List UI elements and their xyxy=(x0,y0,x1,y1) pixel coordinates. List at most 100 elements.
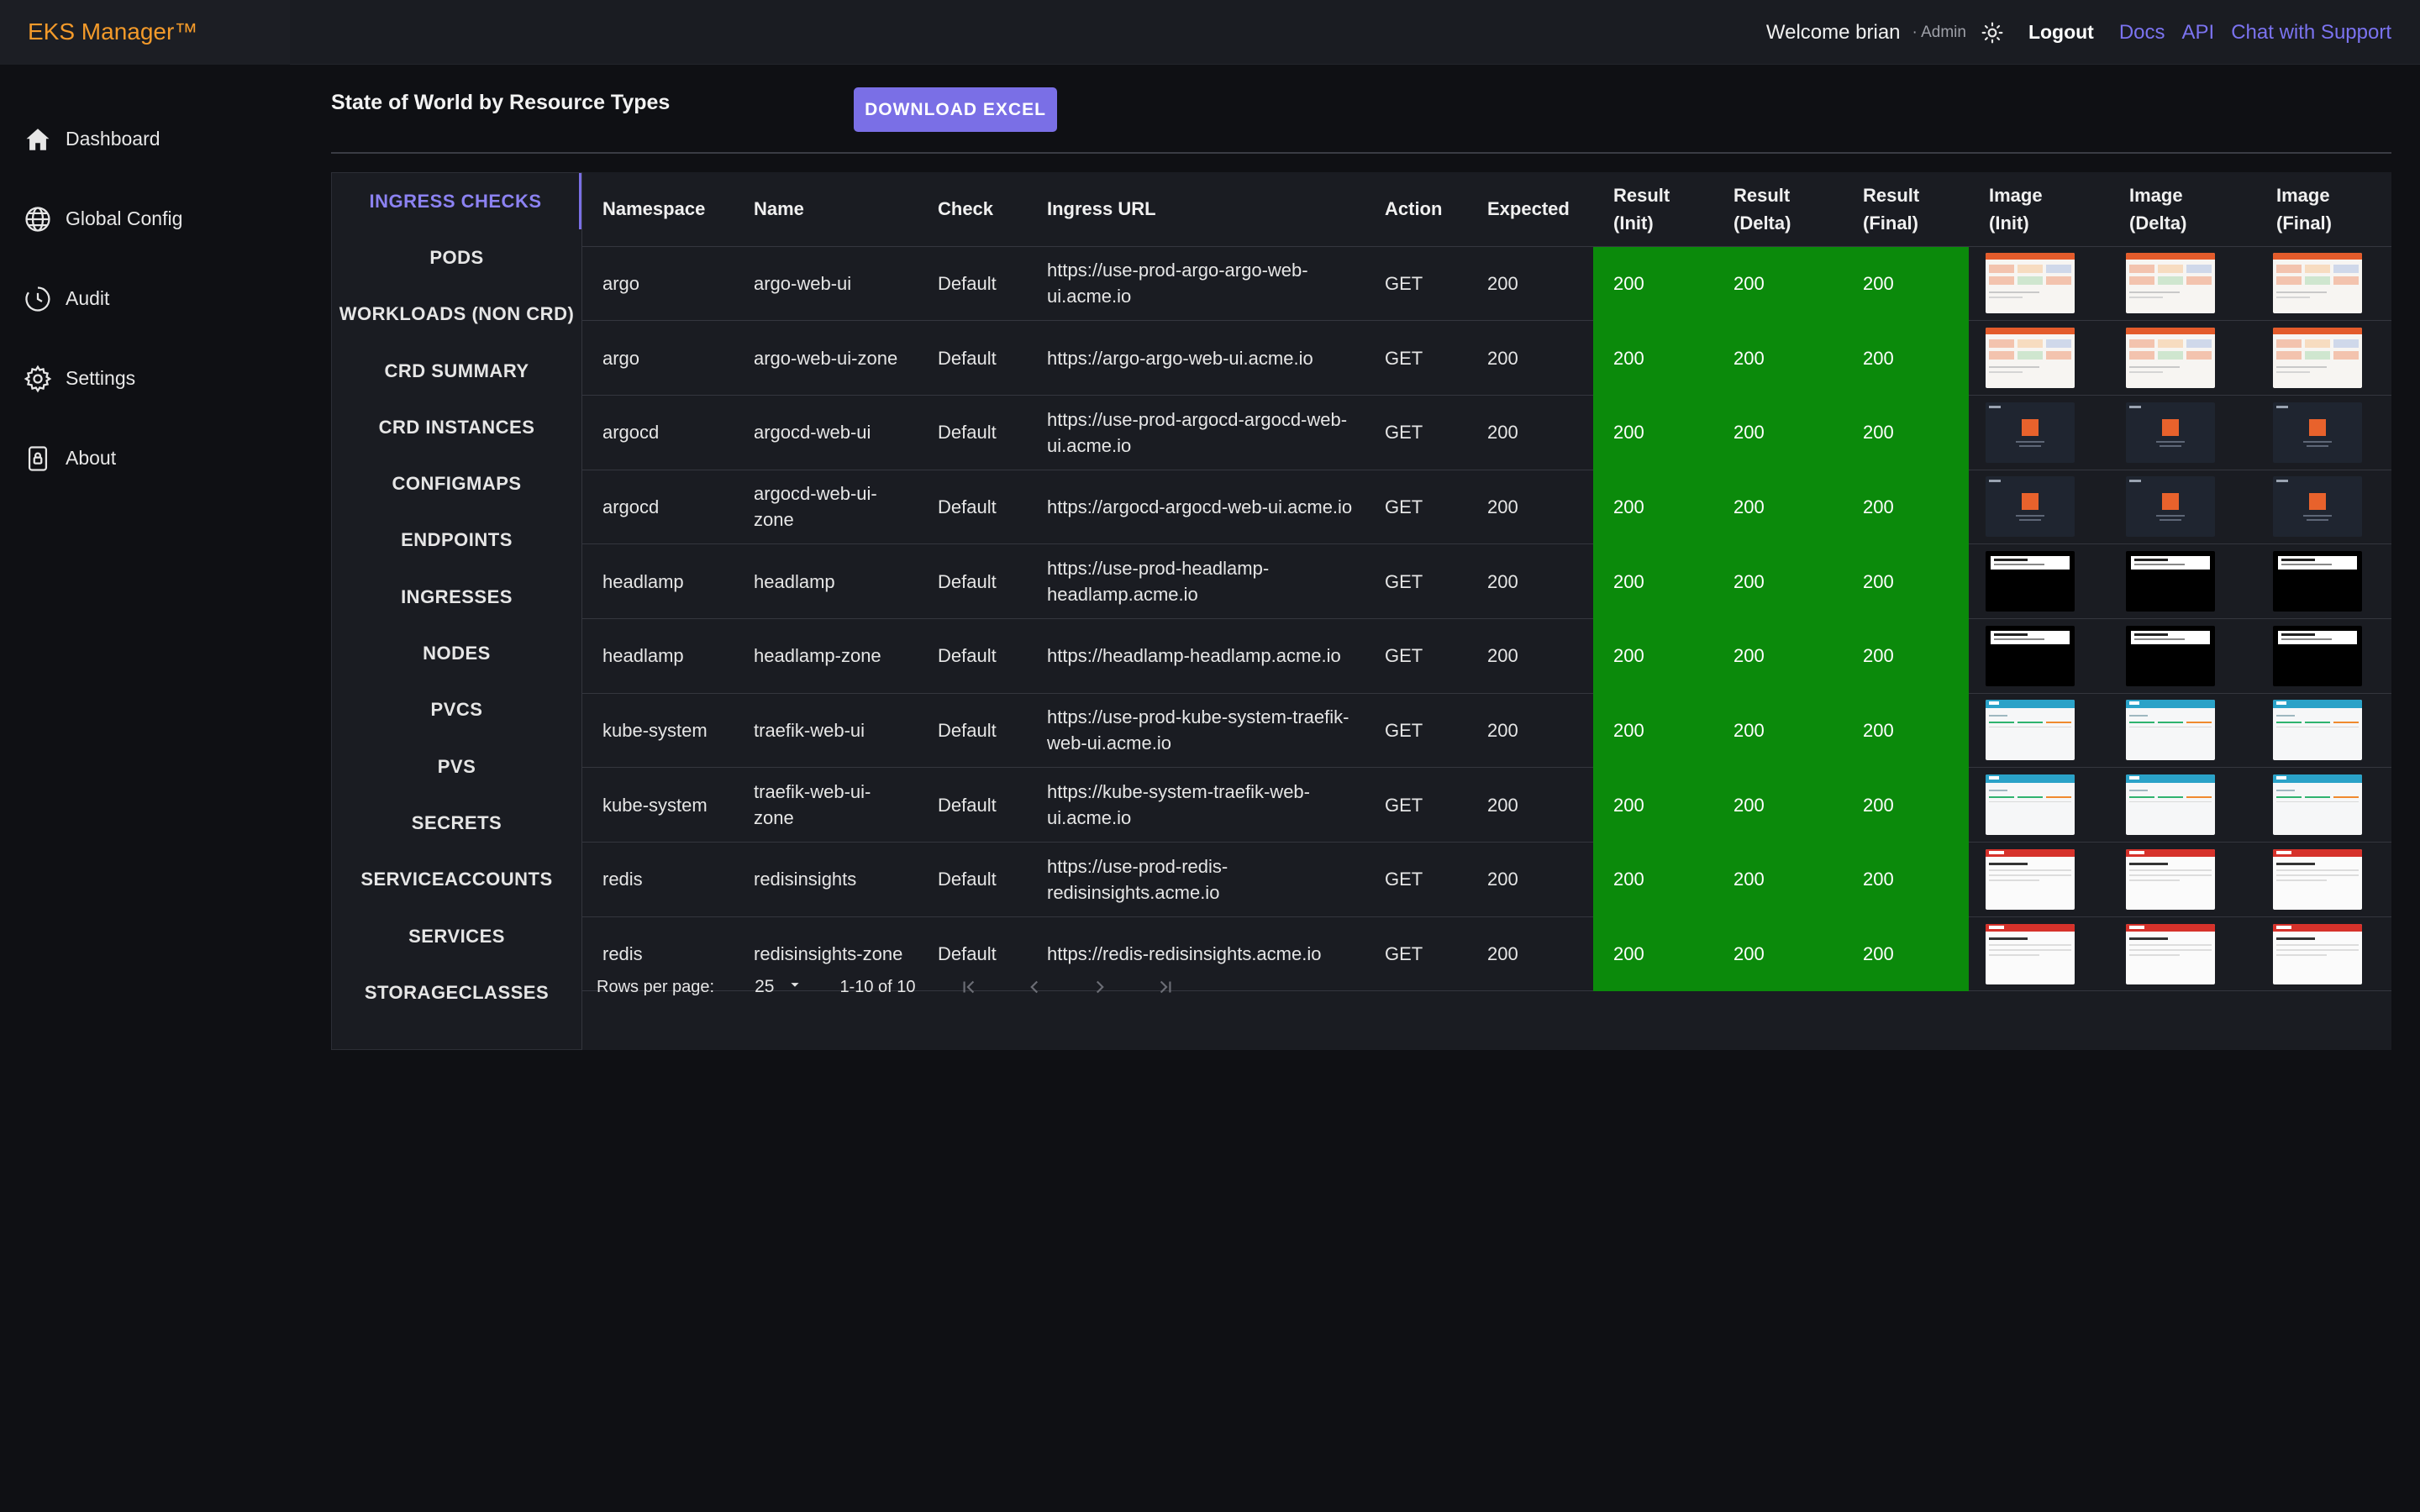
brand-logo[interactable]: EKS Manager™ xyxy=(0,0,290,65)
last-page-icon[interactable] xyxy=(1155,976,1176,998)
screenshot-thumbnail[interactable] xyxy=(2273,328,2362,389)
tab-crd-instances[interactable]: CRD INSTANCES xyxy=(378,416,535,438)
screenshot-thumbnail[interactable] xyxy=(1986,625,2075,686)
screenshot-thumbnail[interactable] xyxy=(2126,700,2215,761)
screenshot-thumbnail[interactable] xyxy=(2126,774,2215,836)
column-header-namespace[interactable]: Namespace xyxy=(582,172,734,247)
tab-ingress-checks[interactable]: INGRESS CHECKS xyxy=(332,173,581,230)
screenshot-thumbnail[interactable] xyxy=(2273,402,2362,463)
tab-pvcs[interactable]: PVCS xyxy=(430,699,483,721)
sidebar-item-global-config[interactable]: Global Config xyxy=(0,179,290,259)
table-row[interactable]: headlamp headlamp-zone Default https://head… xyxy=(582,618,2391,694)
screenshot-thumbnail[interactable] xyxy=(2126,328,2215,389)
screenshot-thumbnail[interactable] xyxy=(1986,551,2075,612)
tab-services[interactable]: SERVICES xyxy=(408,925,505,947)
column-header-result-init[interactable]: Result (Init) xyxy=(1593,172,1713,247)
cell-expected: 200 xyxy=(1467,767,1593,843)
column-header-check[interactable]: Check xyxy=(918,172,1027,247)
cell-url: https://use-prod-redis-redisinsights.acm… xyxy=(1027,842,1365,917)
tab-pvs[interactable]: PVS xyxy=(437,755,476,777)
table-row[interactable]: redis redisinsights Default https://use-pro… xyxy=(582,842,2391,917)
tab-nodes[interactable]: NODES xyxy=(423,643,491,664)
table-row[interactable]: headlamp headlamp Default https://use-prod-… xyxy=(582,543,2391,619)
screenshot-thumbnail[interactable] xyxy=(2273,625,2362,686)
cell-result-delta: 200 xyxy=(1713,693,1843,768)
screenshot-thumbnail[interactable] xyxy=(2273,774,2362,836)
sidebar-item-settings[interactable]: Settings xyxy=(0,339,290,418)
cell-namespace: headlamp xyxy=(582,543,734,619)
screenshot-thumbnail[interactable] xyxy=(2126,253,2215,314)
screenshot-thumbnail[interactable] xyxy=(1986,328,2075,389)
table-row[interactable]: redis redisinsights-zone Default https://re… xyxy=(582,916,2391,992)
column-header-result-final[interactable]: Result (Final) xyxy=(1843,172,1969,247)
next-page-icon[interactable] xyxy=(1089,976,1111,998)
table-row[interactable]: kube-system traefik-web-ui-zone Default htt… xyxy=(582,767,2391,843)
sidebar-item-audit[interactable]: Audit xyxy=(0,259,290,339)
cell-result-init: 200 xyxy=(1593,916,1713,991)
globe-icon xyxy=(24,205,52,234)
screenshot-thumbnail[interactable] xyxy=(1986,848,2075,910)
tab-endpoints[interactable]: ENDPOINTS xyxy=(401,529,513,551)
screenshot-thumbnail[interactable] xyxy=(2126,848,2215,910)
tab-workloads-non-crd[interactable]: WORKLOADS (NON CRD) xyxy=(339,303,575,325)
cell-url: https://argocd-argocd-web-ui.acme.io xyxy=(1027,470,1365,545)
column-header-ingress-url[interactable]: Ingress URL xyxy=(1027,172,1365,247)
screenshot-thumbnail[interactable] xyxy=(2126,923,2215,984)
screenshot-thumbnail[interactable] xyxy=(1986,402,2075,463)
screenshot-thumbnail[interactable] xyxy=(2273,253,2362,314)
column-header-name[interactable]: Name xyxy=(734,172,918,247)
first-page-icon[interactable] xyxy=(958,976,980,998)
docs-link[interactable]: Docs xyxy=(2118,20,2165,44)
theme-toggle-sun-icon[interactable] xyxy=(1981,22,2003,44)
screenshot-thumbnail[interactable] xyxy=(2126,476,2215,538)
tab-storageclasses[interactable]: STORAGECLASSES xyxy=(364,981,550,1003)
home-icon xyxy=(24,125,52,154)
screenshot-thumbnail[interactable] xyxy=(1986,700,2075,761)
screenshot-thumbnail[interactable] xyxy=(2273,476,2362,538)
screenshot-thumbnail[interactable] xyxy=(2273,848,2362,910)
logout-button[interactable]: Logout xyxy=(2028,21,2094,43)
column-header-image-delta[interactable]: Image (Delta) xyxy=(2109,172,2256,247)
rows-per-page-select[interactable]: 25 xyxy=(755,975,804,999)
cell-namespace: redis xyxy=(582,842,734,917)
tab-serviceaccounts[interactable]: SERVICEACCOUNTS xyxy=(360,869,553,890)
sidebar-item-dashboard[interactable]: Dashboard xyxy=(0,99,290,179)
tab-crd-summary[interactable]: CRD SUMMARY xyxy=(384,360,529,381)
table-row[interactable]: argocd argocd-web-ui Default https://use-pr… xyxy=(582,395,2391,470)
column-header-expected[interactable]: Expected xyxy=(1467,172,1593,247)
screenshot-thumbnail[interactable] xyxy=(1986,923,2075,984)
tab-ingresses[interactable]: INGRESSES xyxy=(401,585,513,607)
tab-secrets[interactable]: SECRETS xyxy=(411,811,502,833)
column-header-image-final[interactable]: Image (Final) xyxy=(2256,172,2391,247)
table-row[interactable]: kube-system traefik-web-ui Default https://… xyxy=(582,693,2391,769)
screenshot-thumbnail[interactable] xyxy=(2126,551,2215,612)
table-row[interactable]: argo argo-web-ui-zone Default https://argo-… xyxy=(582,320,2391,396)
column-header-image-init[interactable]: Image (Init) xyxy=(1969,172,2109,247)
cell-image-delta xyxy=(2109,543,2256,619)
screenshot-thumbnail[interactable] xyxy=(1986,774,2075,836)
user-area: Welcome brian · Admin Logout Docs API Ch… xyxy=(1766,0,2391,65)
cell-name: traefik-web-ui-zone xyxy=(734,767,918,843)
column-header-result-delta[interactable]: Result (Delta) xyxy=(1713,172,1843,247)
download-excel-button[interactable]: DOWNLOAD EXCEL xyxy=(854,87,1057,132)
table-row[interactable]: argocd argocd-web-ui-zone Default https://a… xyxy=(582,470,2391,545)
cell-result-init: 200 xyxy=(1593,543,1713,619)
chat-support-link[interactable]: Chat with Support xyxy=(2231,20,2391,44)
screenshot-thumbnail[interactable] xyxy=(1986,253,2075,314)
screenshot-thumbnail[interactable] xyxy=(2273,923,2362,984)
column-header-action[interactable]: Action xyxy=(1365,172,1467,247)
table-row[interactable]: argo argo-web-ui Default https://use-prod-a… xyxy=(582,246,2391,322)
cell-result-delta: 200 xyxy=(1713,543,1843,619)
screenshot-thumbnail[interactable] xyxy=(1986,476,2075,538)
cell-expected: 200 xyxy=(1467,916,1593,992)
tab-pods[interactable]: PODS xyxy=(429,246,484,268)
sidebar-item-about[interactable]: About xyxy=(0,418,290,498)
cell-result-init: 200 xyxy=(1593,395,1713,470)
screenshot-thumbnail[interactable] xyxy=(2273,700,2362,761)
screenshot-thumbnail[interactable] xyxy=(2126,625,2215,686)
screenshot-thumbnail[interactable] xyxy=(2273,551,2362,612)
previous-page-icon[interactable] xyxy=(1023,976,1045,998)
tab-configmaps[interactable]: CONFIGMAPS xyxy=(392,473,522,495)
api-link[interactable]: API xyxy=(2181,20,2215,44)
screenshot-thumbnail[interactable] xyxy=(2126,402,2215,463)
